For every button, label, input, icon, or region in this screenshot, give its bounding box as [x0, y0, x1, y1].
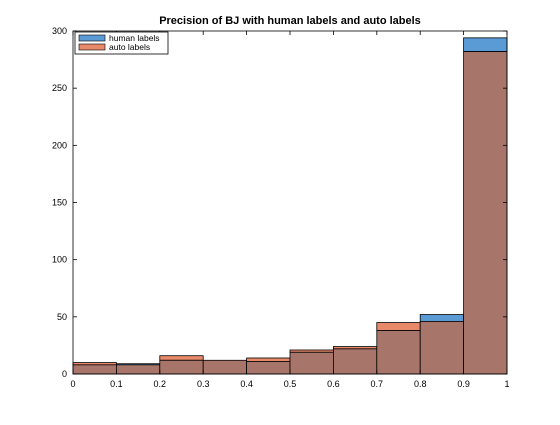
- overlap-bar-3: [202, 359, 247, 375]
- x-tick-label: 0.6: [327, 379, 340, 389]
- overlap-bar-8: [419, 321, 465, 375]
- y-tick-label: 300: [52, 26, 67, 36]
- bars-layer: [72, 37, 508, 375]
- human-labels-bar-9: [463, 37, 508, 52]
- overlap-bar-2: [159, 359, 204, 375]
- y-tick-label: 200: [52, 140, 67, 150]
- y-tick-label: 150: [52, 198, 67, 208]
- x-tick-label: 0.7: [371, 379, 384, 389]
- x-tick-label: 0.8: [414, 379, 427, 389]
- overlap-bar-4: [246, 361, 291, 375]
- y-tick-label: 0: [62, 369, 67, 379]
- x-tick-label: 0.2: [154, 379, 167, 389]
- y-tick-label: 250: [52, 83, 67, 93]
- overlap-bar-9: [463, 51, 508, 375]
- x-tick-label: 0.4: [240, 379, 253, 389]
- legend-label: auto labels: [109, 42, 150, 52]
- x-tick-label: 0.1: [110, 379, 123, 389]
- x-tick-label: 0.9: [457, 379, 470, 389]
- overlap-bar-1: [116, 364, 161, 375]
- x-tick-label: 1: [504, 379, 509, 389]
- legend-swatch: [78, 43, 106, 51]
- legend-label: human labels: [109, 33, 160, 43]
- axes-layer: 0 0.1 0.2 0.3 0.4 0.5 0.6 0.7 0.8 0.9 1 0 50 100 150 20…: [52, 26, 510, 389]
- legend-swatch: [78, 34, 106, 42]
- chart-title: Precision of BJ with human labels and au…: [159, 15, 421, 27]
- x-tick-label: 0.3: [197, 379, 210, 389]
- overlap-bar-6: [332, 348, 378, 375]
- auto-labels-bar-2: [159, 355, 204, 361]
- auto-labels-bar-4: [246, 357, 291, 362]
- x-tick-label: 0.5: [284, 379, 297, 389]
- x-tick-label: 0: [70, 379, 75, 389]
- overlap-bar-5: [289, 351, 334, 375]
- auto-labels-bar-7: [376, 322, 421, 331]
- human-labels-bar-8: [419, 314, 465, 322]
- y-tick-label: 50: [57, 312, 67, 322]
- overlap-bar-7: [376, 330, 421, 375]
- y-tick-label: 100: [52, 255, 67, 265]
- overlap-bar-0: [72, 364, 117, 375]
